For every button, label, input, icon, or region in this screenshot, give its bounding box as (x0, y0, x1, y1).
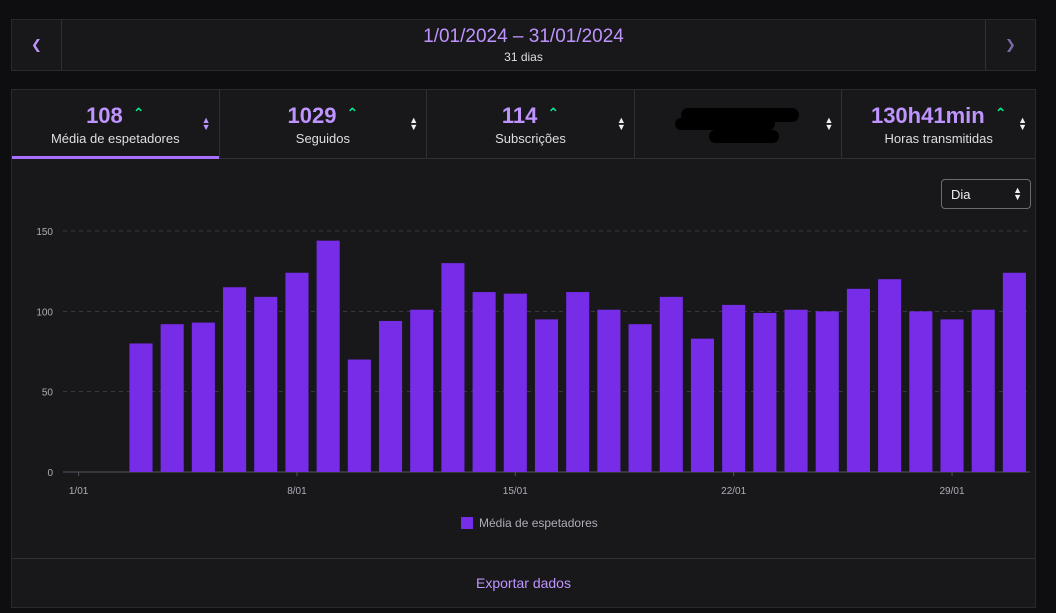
stat-value: 108 (86, 102, 123, 128)
bar (223, 287, 247, 472)
date-range-bar: ❮ 1/01/2024 – 31/01/2024 31 dias ❯ (11, 19, 1036, 71)
bar (597, 309, 621, 472)
legend-swatch (461, 517, 473, 529)
next-period-button[interactable]: ❯ (985, 20, 1035, 70)
bar (410, 309, 434, 472)
bar (254, 296, 278, 472)
chevron-right-icon: ❯ (1005, 37, 1016, 52)
bar (503, 293, 527, 472)
y-tick-label: 0 (47, 468, 53, 479)
trend-up-icon: ⌃ (132, 104, 145, 121)
sort-icon: ▲ ▼ (824, 115, 834, 132)
trend-up-icon: ⌃ (994, 104, 1007, 121)
stat-value: 1029 (287, 102, 337, 128)
x-tick-label: 8/01 (287, 486, 307, 497)
x-tick-label: 22/01 (721, 486, 746, 497)
bar (878, 279, 902, 472)
stat-label: Subscrições (495, 130, 566, 146)
sort-icon: ▲ ▼ (1018, 115, 1027, 132)
bar (971, 309, 995, 472)
bar (815, 311, 839, 472)
bar (191, 322, 215, 472)
stat-value: 130h41min (870, 102, 985, 128)
legend-label: Média de espetadores (479, 516, 598, 530)
bar (160, 324, 184, 472)
bar (378, 320, 403, 472)
stat-tab-hours-streamed[interactable]: 130h41min ⌃ Horas transmitidas ▲ ▼ (842, 90, 1035, 158)
export-data-link[interactable]: Exportar dados (476, 575, 571, 591)
y-tick-label: 50 (42, 388, 54, 399)
sort-icon: ▲ ▼ (201, 115, 211, 132)
stat-tab-average-viewers[interactable]: 108 ⌃ Média de espetadores ▲ ▼ (12, 90, 220, 159)
previous-period-button[interactable]: ❮ (12, 20, 62, 70)
bar (566, 292, 590, 472)
trend-up-icon: ⌃ (547, 104, 560, 121)
bar (784, 309, 808, 472)
stat-tab-subscriptions[interactable]: 114 ⌃ Subscrições ▲ ▼ (427, 90, 635, 158)
bar (628, 324, 652, 472)
bar (909, 311, 933, 472)
bar (285, 272, 309, 472)
stat-tab-follows[interactable]: 1029 ⌃ Seguidos ▲ ▼ (220, 90, 428, 158)
y-tick-label: 100 (36, 307, 53, 318)
stat-value: 114 (501, 102, 538, 128)
bar (846, 288, 870, 472)
bar (316, 240, 340, 472)
bar (1002, 272, 1026, 472)
stats-panel: 108 ⌃ Média de espetadores ▲ ▼ 1029 ⌃ Seg… (11, 89, 1036, 608)
bar (129, 343, 153, 472)
sort-icon: ▲ ▼ (409, 115, 419, 132)
days-count: 31 dias (504, 50, 543, 64)
bar (722, 304, 746, 472)
interval-select[interactable]: Dia ▲ ▼ (941, 179, 1031, 209)
chevron-left-icon: ❮ (31, 37, 42, 52)
bar (534, 319, 559, 472)
bar (690, 338, 715, 472)
x-tick-label: 15/01 (503, 486, 528, 497)
date-range-text: 1/01/2024 – 31/01/2024 (423, 26, 624, 47)
y-tick-label: 150 (36, 227, 53, 238)
stat-label: Horas transmitidas (884, 130, 993, 146)
x-tick-label: 29/01 (940, 486, 965, 497)
date-range-display: 1/01/2024 – 31/01/2024 31 dias (62, 20, 985, 70)
footer-bar: Exportar dados (12, 558, 1035, 607)
interval-select-value: Dia (951, 186, 971, 202)
trend-up-icon: ⌃ (346, 104, 359, 121)
stat-tabs: 108 ⌃ Média de espetadores ▲ ▼ 1029 ⌃ Seg… (12, 90, 1035, 159)
bar (441, 263, 465, 472)
select-arrows-icon: ▲ ▼ (1013, 185, 1022, 202)
viewers-bar-chart: 0 50 100 150 1/01 8/01 15/01 22/01 29/01 Média de… (36, 227, 1030, 530)
bar (659, 296, 683, 472)
sort-icon: ▲ ▼ (616, 115, 626, 132)
stat-label: Seguidos (295, 130, 350, 146)
bar (940, 319, 964, 472)
x-tick-label: 1/01 (69, 486, 89, 497)
bar (472, 292, 496, 472)
bar (347, 359, 371, 472)
stat-label: Média de espetadores (50, 130, 180, 146)
stat-tab-redacted[interactable]: ▲ ▼ (635, 90, 843, 158)
redacted-mark (673, 105, 803, 143)
bar (753, 312, 777, 472)
